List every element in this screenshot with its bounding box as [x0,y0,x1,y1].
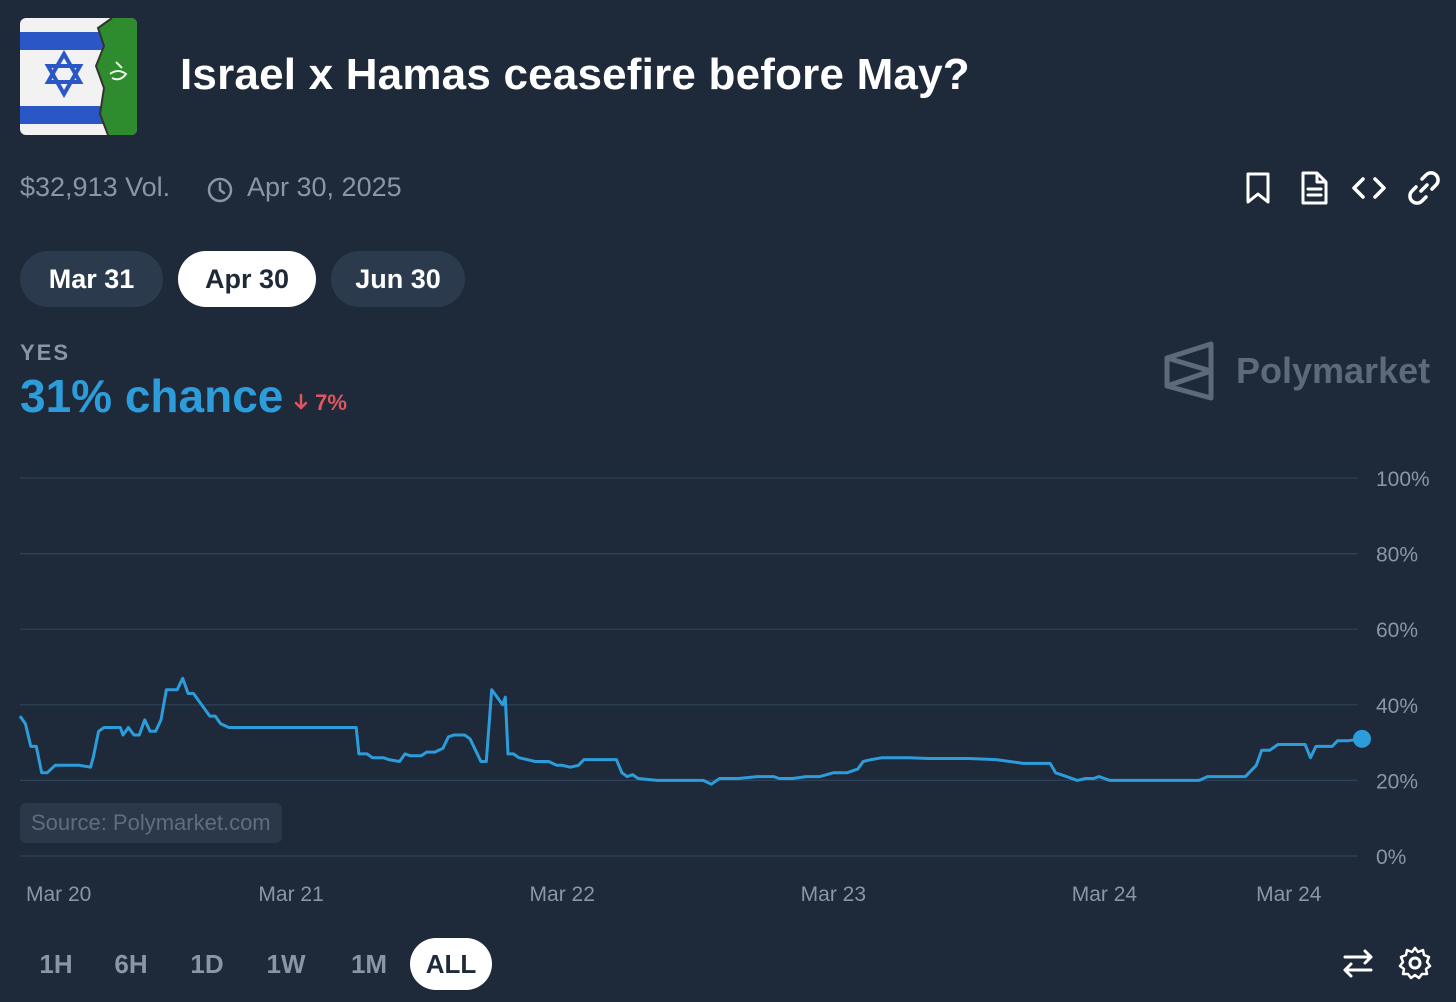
end-date-text: Apr 30, 2025 [247,172,402,202]
range-6h-button[interactable]: 6H [114,948,148,979]
x-tick-label: Mar 23 [801,883,866,906]
x-tick-label: Mar 22 [530,883,595,906]
y-tick-label: 40% [1376,695,1418,718]
change-indicator: 7% [293,390,347,416]
code-icon[interactable] [1351,170,1387,206]
x-tick-label: Mar 21 [258,883,323,906]
israel-hamas-flags-image [20,18,137,135]
source-label: Source: Polymarket.com [20,803,282,843]
swap-icon[interactable] [1340,945,1376,981]
market-image [20,18,137,135]
volume-text: $32,913 Vol. [20,172,171,202]
date-tab-apr-30[interactable]: Apr 30 [178,251,316,307]
date-tab-mar-31[interactable]: Mar 31 [20,251,163,307]
y-tick-label: 20% [1376,770,1418,793]
brand-name: Polymarket [1236,350,1431,391]
series-line [18,676,1363,786]
link-icon[interactable] [1406,170,1442,206]
change-value: 7% [315,390,347,415]
date-tab-jun-30[interactable]: Jun 30 [331,251,465,307]
document-icon[interactable] [1296,170,1332,206]
clock-icon [206,176,234,204]
x-tick-label: Mar 20 [26,883,91,906]
outcome-label: YES [20,340,71,365]
y-tick-label: 60% [1376,619,1418,642]
range-1w-button[interactable]: 1W [266,948,306,979]
chance-value: 31% chance [20,370,284,422]
x-tick-label: Mar 24 [1072,883,1138,906]
x-tick-label: Mar 24 [1256,883,1322,906]
y-tick-label: 0% [1376,846,1406,869]
y-tick-label: 80% [1376,544,1418,567]
y-tick-label: 100% [1376,468,1430,491]
brand-watermark: Polymarket [1164,340,1430,402]
range-all-button[interactable]: ALL [410,938,492,990]
range-1h-button[interactable]: 1H [39,948,73,979]
bookmark-icon[interactable] [1240,170,1276,206]
page-title: Israel x Hamas ceasefire before May? [180,50,970,99]
price-chart: 100% 80% 60% 40% 20% 0% Mar 20 Mar 21 Mar 22 Mar … [18,468,1430,906]
range-1d-button[interactable]: 1D [190,948,224,979]
current-value-dot [1353,729,1371,748]
polymarket-logo-icon [1164,341,1214,401]
range-1m-button[interactable]: 1M [350,948,388,979]
arrow-down-icon [294,393,308,410]
settings-icon[interactable] [1397,945,1433,981]
